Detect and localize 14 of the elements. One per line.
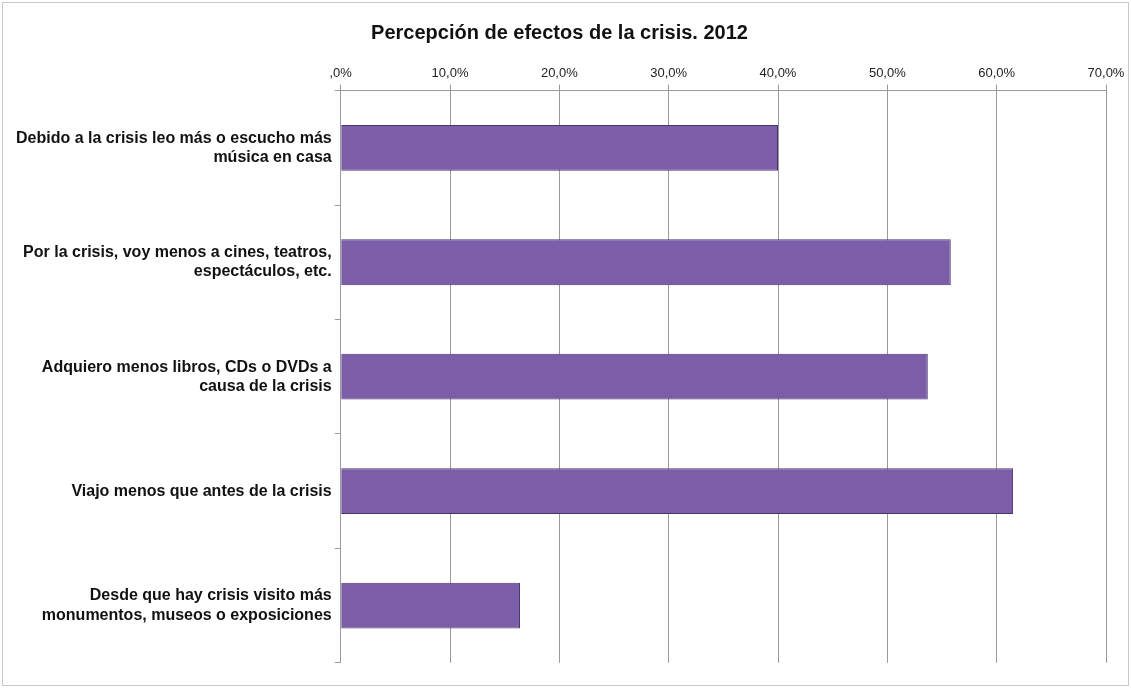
x-tick-label: 30,0% xyxy=(650,65,688,81)
x-tick-label: 70,0% xyxy=(1087,65,1125,81)
x-tick-label: 20,0% xyxy=(540,65,579,81)
y-tick-label: Por la crisis, voy menos a cines, teatros, espectáculos, etc. xyxy=(23,243,332,280)
chart-title: Percepción de efectos de la crisis. 2012 xyxy=(371,20,748,43)
y-tick-label: Debido a la crisis leo más o escucho más música en casa xyxy=(16,128,332,165)
x-tick-label: 40,0% xyxy=(759,65,797,81)
x-tick-label: 50,0% xyxy=(868,65,907,81)
y-tick-label: Viajo menos que antes de la crisis xyxy=(71,481,332,499)
y-tick-label: Adquiero menos libros, CDs o DVDs a causa de la crisis xyxy=(41,357,332,394)
x-tick-label: 60,0% xyxy=(978,65,1016,81)
x-tick-label: 10,0% xyxy=(431,65,469,81)
x-tick-label: ,0% xyxy=(329,65,353,81)
y-tick-label: Desde que hay crisis visito más monumentos, museos o exposiciones xyxy=(41,586,332,623)
